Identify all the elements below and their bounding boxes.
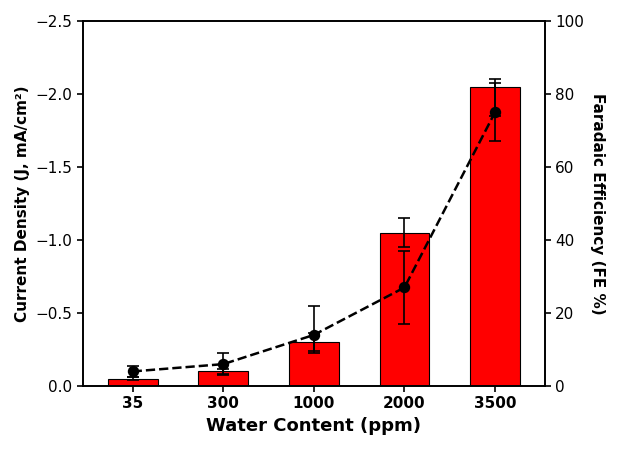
Bar [108, 379, 157, 386]
Y-axis label: Faradaic Efficiency (FE %): Faradaic Efficiency (FE %) [590, 93, 605, 315]
X-axis label: Water Content (ppm): Water Content (ppm) [206, 417, 422, 435]
Bar [379, 233, 430, 386]
Bar [289, 342, 339, 386]
Y-axis label: Current Density (J, mA/cm²): Current Density (J, mA/cm²) [15, 85, 30, 322]
Bar [198, 371, 248, 386]
Bar [470, 87, 520, 386]
